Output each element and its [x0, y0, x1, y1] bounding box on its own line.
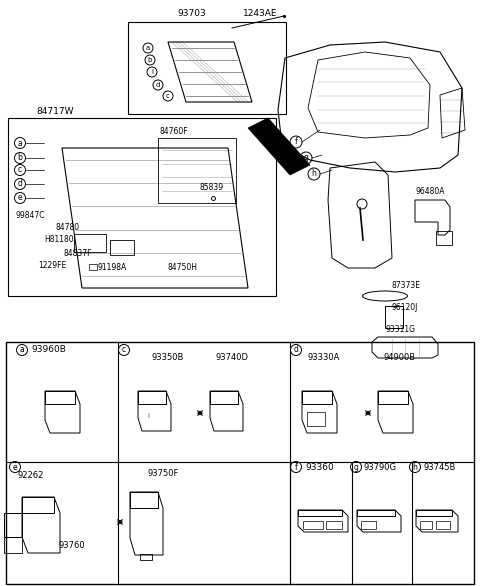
Text: b: b	[18, 154, 23, 162]
Text: 96480A: 96480A	[416, 188, 445, 196]
Text: 84750H: 84750H	[168, 264, 198, 272]
Text: 93311G: 93311G	[385, 325, 415, 335]
Text: 93703: 93703	[178, 9, 206, 18]
Text: 93760: 93760	[59, 541, 85, 550]
Bar	[361, 521, 376, 529]
Text: d: d	[294, 346, 299, 355]
Bar	[110, 240, 134, 255]
Text: l: l	[151, 69, 153, 75]
Text: e: e	[18, 193, 22, 203]
Bar	[140, 554, 152, 560]
Text: i: i	[147, 413, 149, 419]
Text: 93960B: 93960B	[31, 346, 66, 355]
Bar	[158, 138, 236, 203]
Text: f: f	[295, 462, 298, 472]
Text: f: f	[295, 138, 298, 146]
Text: e: e	[12, 462, 17, 472]
Text: 93790G: 93790G	[364, 462, 397, 472]
Bar	[8, 118, 276, 296]
Text: 84760F: 84760F	[160, 128, 189, 137]
Text: 84837F: 84837F	[64, 250, 93, 258]
Text: d: d	[156, 82, 160, 88]
Bar	[436, 231, 452, 245]
Text: 99847C: 99847C	[15, 210, 45, 220]
Text: 93330A: 93330A	[308, 353, 340, 362]
Text: 84717W: 84717W	[36, 107, 73, 117]
Text: a: a	[20, 346, 24, 355]
Text: g: g	[354, 462, 359, 472]
Text: c: c	[18, 165, 22, 175]
Text: h: h	[413, 462, 418, 472]
Text: 94900B: 94900B	[384, 353, 416, 362]
Text: 93360: 93360	[305, 462, 334, 472]
Bar	[307, 412, 325, 426]
Text: 92262: 92262	[18, 472, 44, 481]
Text: 84780: 84780	[55, 223, 79, 233]
Text: a: a	[146, 45, 150, 51]
Text: 91198A: 91198A	[98, 264, 127, 272]
Text: 85839: 85839	[200, 183, 224, 192]
Text: 93745B: 93745B	[423, 462, 456, 472]
Bar	[385, 306, 403, 328]
Bar	[436, 521, 450, 529]
Text: d: d	[18, 179, 23, 189]
Text: 93350B: 93350B	[152, 353, 184, 362]
Text: a: a	[18, 138, 23, 148]
Polygon shape	[248, 118, 310, 175]
Bar	[303, 521, 323, 529]
Text: b: b	[148, 57, 152, 63]
Bar	[74, 234, 106, 252]
Bar	[326, 521, 342, 529]
Bar	[6, 342, 474, 584]
Text: h: h	[312, 169, 316, 179]
Text: 93750F: 93750F	[148, 469, 180, 479]
Text: H81180: H81180	[44, 236, 73, 244]
Text: c: c	[166, 93, 170, 99]
Circle shape	[357, 199, 367, 209]
Text: 1229FE: 1229FE	[38, 261, 66, 270]
Text: 96120J: 96120J	[392, 304, 419, 312]
Text: c: c	[122, 346, 126, 355]
Text: g: g	[303, 154, 309, 162]
Bar	[420, 521, 432, 529]
Text: 93740D: 93740D	[216, 353, 249, 362]
Bar	[4, 537, 22, 553]
Bar	[128, 22, 286, 114]
Text: 87373E: 87373E	[392, 281, 421, 289]
Bar	[89, 264, 97, 270]
Text: 1243AE: 1243AE	[243, 9, 277, 18]
